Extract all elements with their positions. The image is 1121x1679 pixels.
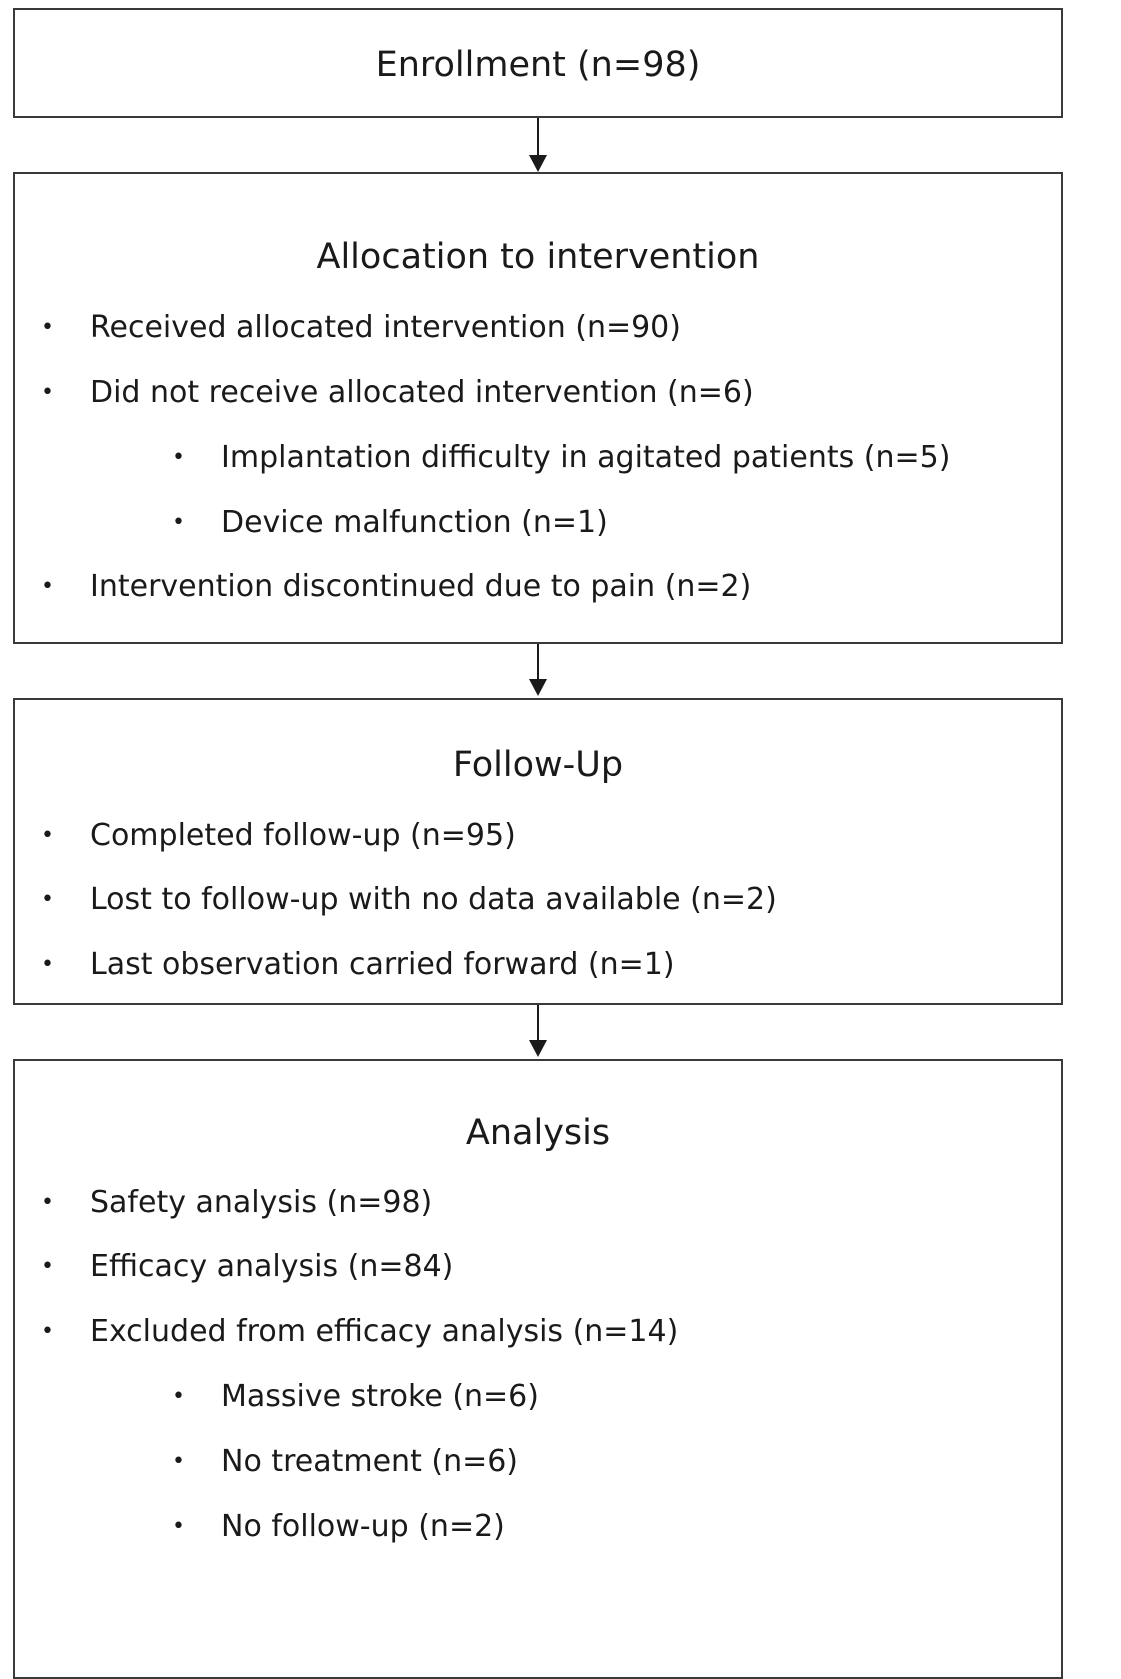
list-item: Safety analysis (n=98) (90, 1185, 433, 1220)
list-item: Completed follow-up (n=95) (90, 818, 516, 853)
list-item: Lost to follow-up with no data available… (90, 882, 777, 917)
bullet: • (41, 574, 54, 599)
enrollment-title: Enrollment (n=98) (375, 45, 701, 85)
bullet: • (172, 445, 185, 470)
arrow-down-icon (529, 644, 547, 696)
bullet: • (41, 1254, 54, 1279)
bullet: • (172, 510, 185, 535)
arrow-down-icon (529, 1005, 547, 1057)
allocation-title: Allocation to intervention (316, 237, 760, 277)
list-item: Efficacy analysis (n=84) (90, 1249, 454, 1284)
arrow-down-icon (529, 118, 547, 172)
list-item: No follow-up (n=2) (221, 1509, 505, 1544)
followup-box: Follow-Up • Completed follow-up (n=95) •… (13, 698, 1063, 1005)
bullet: • (41, 1319, 54, 1344)
bullet: • (172, 1384, 185, 1409)
bullet: • (41, 952, 54, 977)
enrollment-box: Enrollment (n=98) (13, 8, 1063, 118)
followup-title: Follow-Up (452, 745, 624, 785)
list-item: Implantation difficulty in agitated pati… (221, 440, 951, 475)
list-item: Massive stroke (n=6) (221, 1379, 539, 1414)
bullet: • (172, 1449, 185, 1474)
allocation-box: Allocation to intervention • Received al… (13, 172, 1063, 644)
analysis-box: Analysis • Safety analysis (n=98) • Effi… (13, 1059, 1063, 1679)
bullet: • (41, 315, 54, 340)
list-item: Received allocated intervention (n=90) (90, 310, 681, 345)
bullet: • (41, 1190, 54, 1215)
list-item: Device malfunction (n=1) (221, 505, 608, 540)
list-item: Intervention discontinued due to pain (n… (90, 569, 752, 604)
analysis-title: Analysis (465, 1113, 611, 1153)
list-item: Last observation carried forward (n=1) (90, 947, 675, 982)
bullet: • (172, 1514, 185, 1539)
list-item: No treatment (n=6) (221, 1444, 519, 1479)
bullet: • (41, 823, 54, 848)
bullet: • (41, 887, 54, 912)
bullet: • (41, 380, 54, 405)
list-item: Did not receive allocated intervention (… (90, 375, 754, 410)
list-item: Excluded from efficacy analysis (n=14) (90, 1314, 679, 1349)
